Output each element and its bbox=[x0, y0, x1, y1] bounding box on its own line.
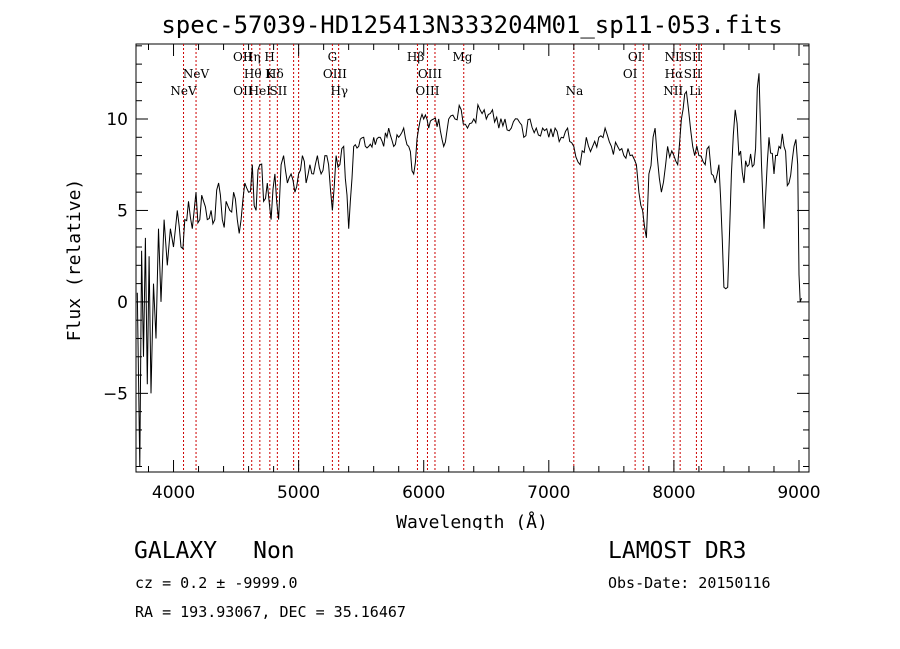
line-label: SII bbox=[270, 84, 288, 98]
line-label: OIII bbox=[418, 67, 442, 81]
y-tick-label: 10 bbox=[106, 110, 128, 130]
y-axis-label: Flux (relative) bbox=[64, 179, 85, 342]
x-tick-label: 6000 bbox=[402, 483, 445, 503]
object-subclass: Non bbox=[253, 538, 295, 564]
line-label: Hα bbox=[665, 67, 684, 81]
x-tick-label: 8000 bbox=[652, 483, 695, 503]
chart-title: spec-57039-HD125413N333204M01_sp11-053.f… bbox=[161, 11, 782, 39]
line-label: Hη bbox=[243, 50, 261, 64]
line-label: SII bbox=[684, 50, 702, 64]
x-tick-label: 7000 bbox=[527, 483, 570, 503]
x-axis-label: Wavelength (Å) bbox=[396, 511, 548, 530]
spectrum-chart: spec-57039-HD125413N333204M01_sp11-053.f… bbox=[64, 11, 821, 530]
line-label: H bbox=[264, 50, 274, 64]
observation-date: Obs-Date: 20150116 bbox=[608, 574, 771, 592]
line-label: K bbox=[265, 67, 275, 81]
object-class: GALAXY bbox=[134, 538, 218, 564]
line-label: Hγ bbox=[330, 84, 348, 98]
line-label: SII bbox=[684, 67, 702, 81]
line-label: NeV bbox=[183, 67, 210, 81]
line-label: Na bbox=[566, 84, 584, 98]
y-tick-label: −5 bbox=[103, 384, 128, 404]
x-tick-label: 5000 bbox=[277, 483, 320, 503]
line-label: OII bbox=[233, 50, 253, 64]
line-label: Hδ bbox=[266, 67, 284, 81]
line-label: Hβ bbox=[407, 50, 424, 64]
line-label: HeI bbox=[249, 84, 272, 98]
redshift-text: cz = 0.2 ± -9999.0 bbox=[135, 574, 298, 592]
line-label: OIII bbox=[415, 84, 439, 98]
line-label: Li bbox=[689, 84, 701, 98]
line-label: OII bbox=[233, 84, 253, 98]
coordinates-text: RA = 193.93067, DEC = 35.16467 bbox=[135, 603, 406, 621]
emission-line-labels: NeVNeVOIIOIIHηHθHeIHKHδSIIGOIIIHγHβOIIIO… bbox=[170, 50, 701, 98]
flux-line bbox=[136, 73, 802, 467]
line-label: OI bbox=[628, 50, 643, 64]
survey-label: LAMOST DR3 bbox=[608, 538, 747, 564]
line-label: OI bbox=[623, 67, 638, 81]
y-tick-label: 0 bbox=[117, 293, 128, 313]
line-label: NII bbox=[663, 84, 683, 98]
emission-line-markers bbox=[183, 44, 702, 472]
y-tick-label: 5 bbox=[117, 201, 128, 221]
line-label: Mg bbox=[453, 50, 473, 64]
line-label: OIII bbox=[323, 67, 347, 81]
object-class-line: GALAXY Non bbox=[134, 538, 295, 564]
line-label: G bbox=[328, 50, 338, 64]
line-label: Hθ bbox=[244, 67, 262, 81]
plot-frame bbox=[135, 43, 810, 473]
x-axis: 4000 5000 6000 7000 8000 9000 bbox=[148, 44, 821, 503]
y-axis: −5 0 5 10 bbox=[103, 45, 809, 468]
line-label: NeV bbox=[170, 84, 197, 98]
x-tick-label: 4000 bbox=[152, 483, 195, 503]
line-label: NII bbox=[665, 50, 685, 64]
spectrum-series bbox=[136, 73, 802, 467]
x-tick-label: 9000 bbox=[777, 483, 820, 503]
